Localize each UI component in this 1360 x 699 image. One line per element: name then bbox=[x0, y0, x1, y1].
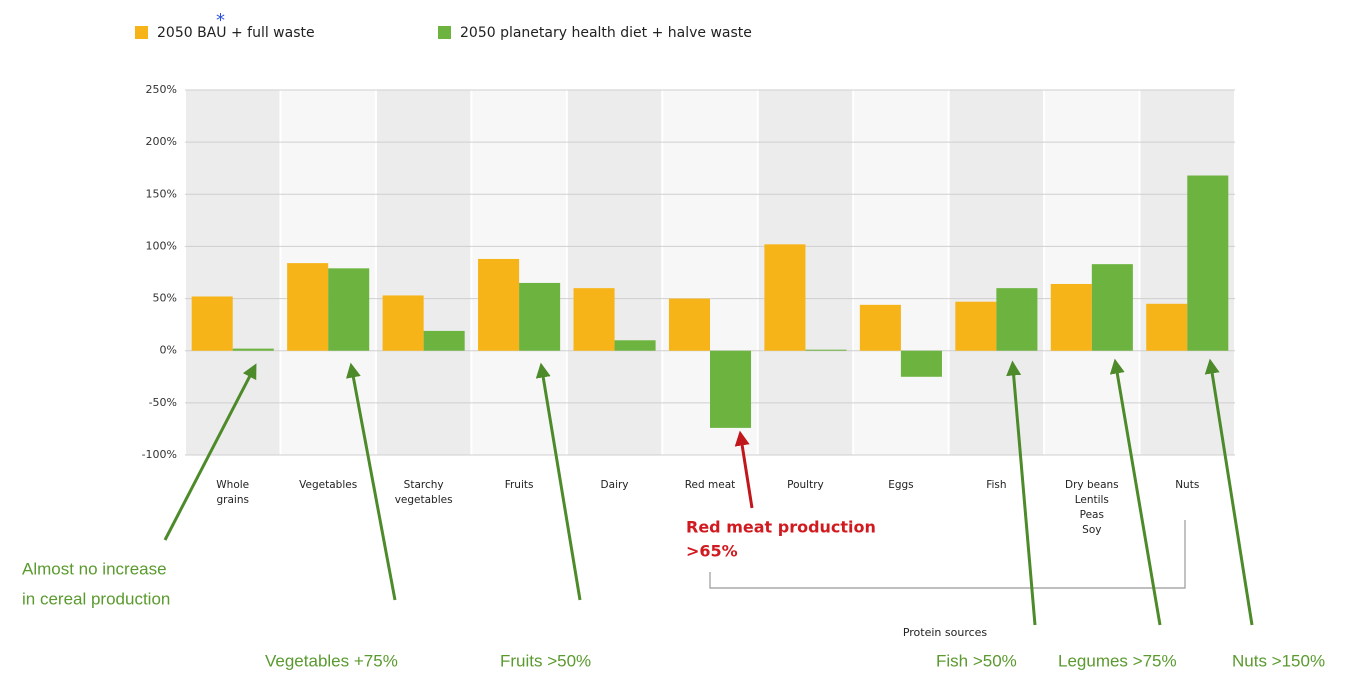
bar bbox=[1050, 283, 1092, 351]
annotation: Fruits >50% bbox=[500, 651, 591, 670]
asterisk: * bbox=[216, 10, 225, 31]
protein-label: Protein sources bbox=[903, 626, 988, 639]
annotation: >65% bbox=[686, 542, 738, 561]
legend-swatch bbox=[438, 26, 451, 39]
bar bbox=[1187, 175, 1229, 351]
column-bg bbox=[854, 90, 948, 455]
x-tick-label: Starchy vegetables bbox=[395, 479, 453, 506]
arrow bbox=[163, 363, 257, 541]
bar bbox=[519, 282, 561, 351]
arrow bbox=[1109, 358, 1162, 626]
x-tick-label: Eggs bbox=[888, 479, 913, 491]
arrow bbox=[346, 362, 397, 601]
x-tick-label: Poultry bbox=[787, 479, 824, 491]
x-tick-label: Fruits bbox=[505, 479, 534, 491]
bar bbox=[1091, 264, 1133, 351]
bar bbox=[900, 350, 942, 377]
x-tick-label: Red meat bbox=[685, 479, 736, 491]
bar bbox=[232, 348, 274, 351]
arrow bbox=[535, 362, 582, 601]
y-tick-label: 200% bbox=[146, 135, 177, 148]
y-tick-label: -100% bbox=[142, 448, 177, 461]
legend-label: 2050 planetary health diet + halve waste bbox=[460, 25, 752, 41]
bar bbox=[614, 340, 656, 351]
y-tick-label: 0% bbox=[160, 344, 177, 357]
bar bbox=[805, 349, 847, 351]
annotation: Fish >50% bbox=[936, 651, 1017, 670]
bar bbox=[668, 298, 710, 351]
y-tick-label: 50% bbox=[153, 292, 177, 305]
bar bbox=[764, 244, 806, 351]
y-tick-label: -50% bbox=[149, 396, 177, 409]
legend-swatch bbox=[135, 26, 148, 39]
plot-area: -100% -50% 0% 50% 100% 150% 200% 250% Whole grain… bbox=[142, 83, 1235, 536]
bar bbox=[382, 295, 424, 351]
bar bbox=[573, 288, 615, 351]
bar bbox=[955, 301, 997, 351]
bar bbox=[1146, 303, 1188, 351]
x-tick-label: Whole grains bbox=[216, 479, 249, 506]
arrow bbox=[1204, 358, 1254, 626]
x-tick-label: Nuts bbox=[1175, 479, 1199, 491]
column-bg bbox=[376, 90, 471, 455]
protein-bracket bbox=[709, 520, 1186, 589]
y-tick-label: 150% bbox=[146, 187, 177, 200]
x-tick-label: Fish bbox=[986, 479, 1006, 491]
annotation: Nuts >150% bbox=[1232, 651, 1325, 670]
bar bbox=[996, 288, 1038, 351]
bar bbox=[859, 304, 901, 351]
y-tick-label: 100% bbox=[146, 239, 177, 252]
column-bg bbox=[186, 90, 280, 455]
bracket bbox=[709, 520, 1186, 589]
bar bbox=[287, 263, 329, 351]
y-tick-label: 250% bbox=[146, 83, 177, 96]
bar bbox=[423, 330, 465, 351]
annotation: Legumes >75% bbox=[1058, 651, 1177, 670]
arrow bbox=[1006, 360, 1037, 626]
column-bg bbox=[949, 90, 1044, 455]
arrow bbox=[734, 430, 754, 509]
legend-label: 2050 BAU + full waste bbox=[157, 25, 315, 41]
x-tick-label: Vegetables bbox=[299, 479, 357, 491]
arrows bbox=[163, 358, 1254, 626]
annotation: in cereal production bbox=[22, 589, 170, 608]
x-tick-label: Dairy bbox=[601, 479, 629, 491]
bar bbox=[710, 350, 752, 428]
annotation: Vegetables +75% bbox=[265, 651, 398, 670]
x-tick-label: Dry beans Lentils Peas Soy bbox=[1065, 479, 1119, 536]
annotation: Red meat production bbox=[686, 518, 876, 537]
bar bbox=[191, 296, 233, 351]
column-bg bbox=[567, 90, 662, 455]
annotation: Almost no increase bbox=[22, 559, 167, 578]
bar bbox=[328, 268, 370, 351]
bar bbox=[478, 258, 520, 351]
